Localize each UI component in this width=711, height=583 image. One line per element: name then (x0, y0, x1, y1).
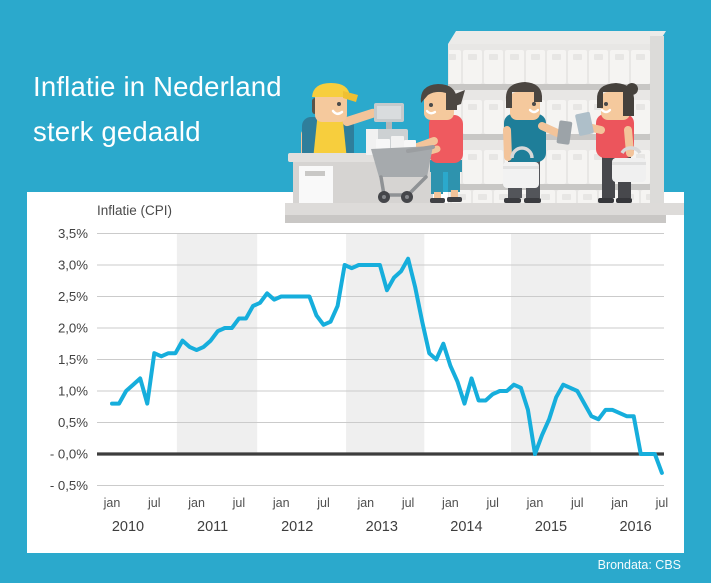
basket-handle (510, 146, 534, 159)
page-title: Inflatie in Nederland sterk gedaald (33, 64, 282, 154)
female-shopper-at-cart (405, 84, 465, 203)
female-shopper-with-basket (575, 83, 646, 203)
basket-handle (620, 146, 642, 155)
phone-in-hand (556, 120, 573, 145)
store-shelves-with-boxes (448, 31, 666, 203)
cash-register (366, 103, 408, 155)
cashier (301, 83, 378, 163)
page-title-line2: sterk gedaald (33, 116, 201, 147)
page-title-line1: Inflatie in Nederland (33, 71, 282, 102)
male-shopper-with-basket (503, 82, 573, 203)
cashier-cap (312, 83, 350, 97)
tablet-in-hand (575, 111, 594, 136)
source-label: Brondata: CBS (597, 558, 681, 572)
chart-panel (27, 192, 684, 553)
